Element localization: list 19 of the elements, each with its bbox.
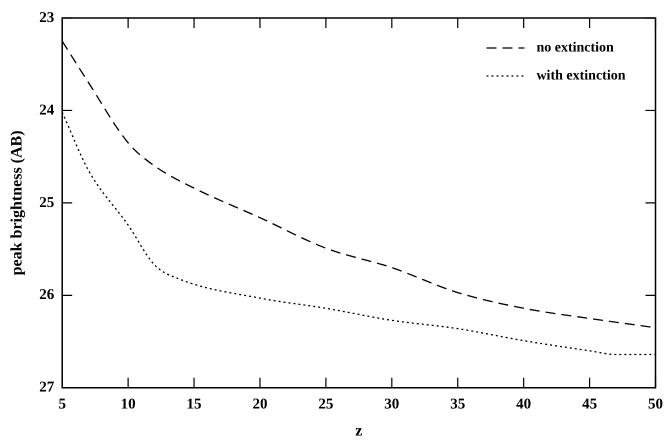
- y-tick-label: 23: [39, 10, 54, 26]
- x-tick-label: 45: [582, 396, 598, 413]
- x-tick-label: 25: [318, 396, 334, 413]
- legend-label: with extinction: [536, 68, 626, 84]
- x-tick-label: 30: [384, 396, 400, 413]
- x-axis-title: z: [355, 422, 362, 440]
- x-tick-label: 35: [450, 396, 466, 413]
- x-tick-label: 50: [648, 396, 663, 413]
- y-tick-label: 27: [39, 380, 55, 396]
- x-tick-label: 15: [186, 396, 202, 413]
- y-tick-label: 24: [39, 102, 55, 118]
- x-tick-label: 5: [58, 396, 66, 413]
- x-tick-label: 10: [120, 396, 136, 413]
- legend-label: no extinction: [536, 40, 614, 56]
- y-axis-title: peak brightness (AB): [8, 130, 26, 276]
- y-tick-label: 26: [39, 287, 55, 304]
- y-tick-label: 25: [39, 194, 54, 211]
- x-tick-label: 40: [516, 396, 532, 413]
- x-tick-label: 20: [252, 396, 268, 413]
